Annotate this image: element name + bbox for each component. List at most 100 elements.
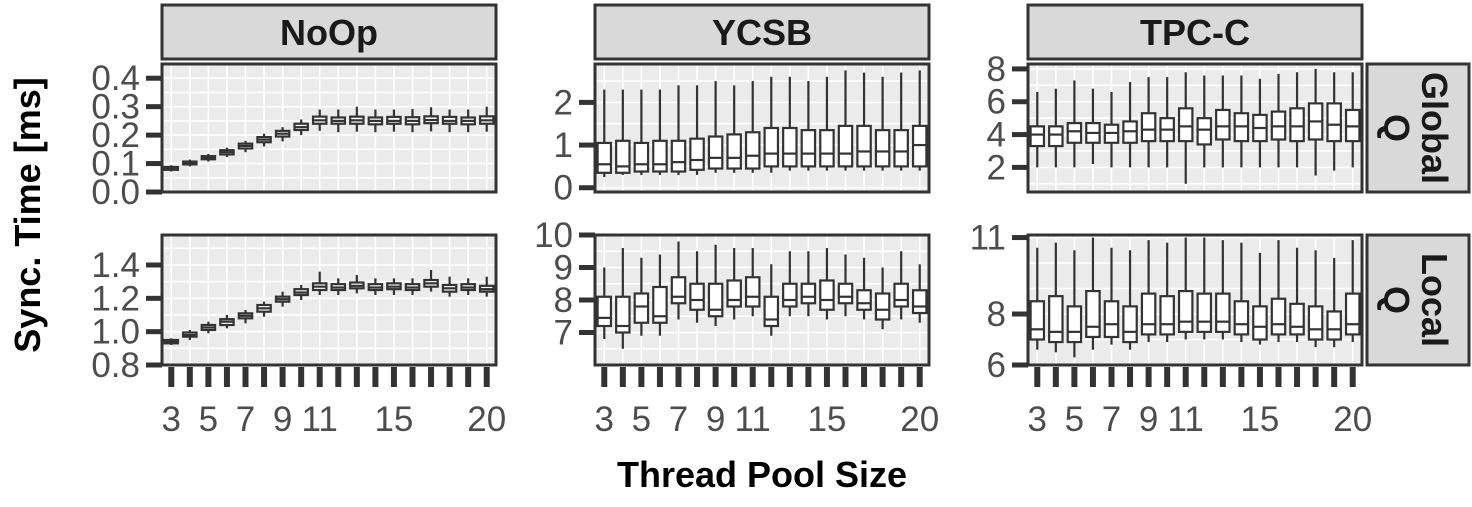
box-x4 [182,159,198,167]
box-x11 [744,248,761,317]
box-x19 [1326,257,1342,348]
box-x18 [874,76,891,171]
box-body [1233,300,1250,336]
box-x9 [707,244,724,326]
box-body [1344,292,1361,336]
box-x16 [837,254,854,317]
box-x15 [386,109,402,132]
box-x14 [1233,75,1250,168]
box-body [596,295,613,328]
x-axis-label: Thread Pool Size [617,454,907,495]
box-x19 [460,278,476,295]
box-body [1177,289,1194,333]
x-tick-label: 11 [302,400,338,439]
box-body [1270,297,1287,336]
box-x14 [800,81,817,171]
box-body [1029,300,1046,341]
box-x6 [1085,88,1101,165]
panel-border [593,62,931,194]
y-tick-label: 7 [554,314,573,353]
box-x7 [237,310,254,324]
panel-tpc-c-local: 6 8 11 LocalQ 3 5 7 9 11 15 20 [970,219,1471,439]
x-tick-label: 3 [595,400,614,439]
box-body [670,276,687,305]
box-x9 [1140,240,1157,343]
box-x12 [763,264,780,336]
box-x18 [1307,250,1324,348]
box-x6 [652,89,668,175]
panel-background [162,64,496,192]
box-x13 [1215,240,1231,340]
box-x14 [1233,242,1250,343]
y-tick-label: 1.2 [91,279,140,318]
box-x4 [1048,242,1064,353]
box-x17 [423,107,439,132]
box-x7 [1103,247,1120,345]
box-body [1048,125,1064,148]
y-tick-label: 9 [554,249,573,288]
box-body [1029,125,1046,148]
box-x9 [1140,77,1157,168]
box-x3 [1029,91,1046,168]
box-body [819,129,835,168]
y-tick-label: 1.4 [91,246,140,285]
box-x15 [386,278,402,295]
facet-strip-top [593,3,931,61]
x-tick-label: 5 [199,400,218,439]
x-tick-label: 20 [1333,400,1372,439]
box-body [893,129,909,168]
box-body [1085,289,1101,339]
x-tick-label: 7 [669,400,688,439]
y-tick-label: 10 [534,216,573,255]
box-x5 [633,89,650,175]
box-x9 [707,81,724,173]
box-x5 [1066,250,1083,358]
x-tick-label: 5 [632,400,651,439]
box-x10 [1159,77,1175,168]
box-body [1177,107,1194,143]
panel-noop-global: 0.00.10.20.30.4 NoOp [91,3,498,212]
x-tick-label: 15 [374,400,413,439]
x-tick-label: 9 [706,400,725,439]
box-x13 [782,251,798,317]
box-body [782,282,798,308]
box-body [707,282,724,318]
box-body [856,289,872,311]
box-body [800,129,817,168]
box-body [763,295,780,328]
box-x18 [441,109,458,133]
box-x18 [874,267,891,330]
box-body [1140,292,1157,336]
box-x18 [1307,68,1324,176]
box-x11 [311,109,328,131]
facet-strip-label: LocalQ [1376,253,1455,347]
box-x10 [1159,242,1175,343]
y-tick-label: 0.4 [91,59,140,98]
panel-ycsb-global: 0 1 2 YCSB [554,3,931,208]
box-body [1215,108,1231,141]
box-body [1289,107,1305,143]
box-body [689,282,705,311]
box-x17 [423,270,439,292]
box-x3 [163,165,180,172]
box-x11 [1177,237,1194,340]
box-x11 [1177,72,1194,184]
box-x20 [1344,72,1361,168]
box-body [782,126,798,168]
facet-strip-right [1365,62,1471,194]
box-body [744,131,761,170]
panel-background [595,64,929,192]
box-body [633,141,650,173]
box-x13 [1215,75,1231,168]
box-x9 [274,127,291,142]
box-x5 [200,321,217,334]
box-x6 [219,147,235,158]
box-body [1066,305,1083,344]
box-x4 [1048,88,1064,168]
box-body [911,289,928,315]
box-x15 [1252,78,1268,168]
box-x7 [670,85,687,175]
box-x6 [1085,237,1101,350]
x-tick-label: 15 [1240,400,1279,439]
box-x8 [689,85,705,175]
